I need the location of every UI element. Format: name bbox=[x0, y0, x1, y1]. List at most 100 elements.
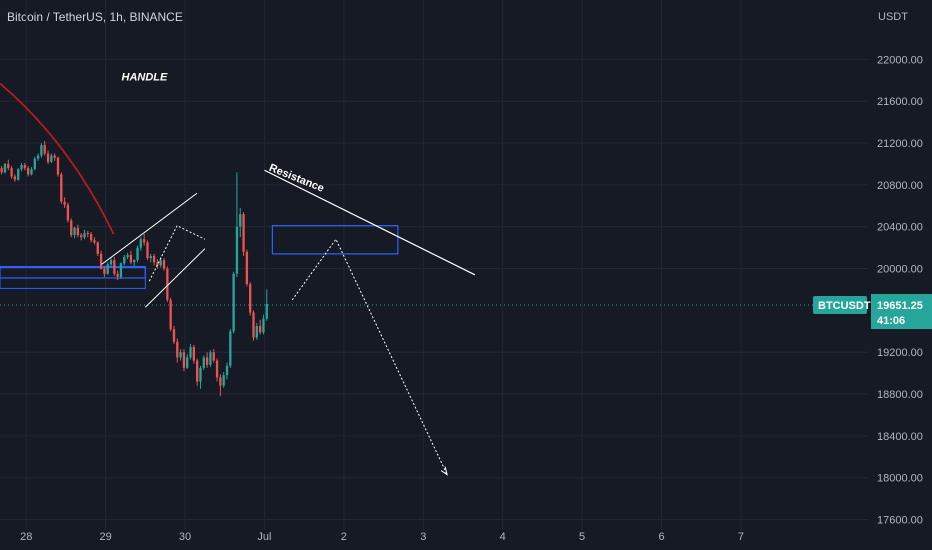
support-zone-outline bbox=[0, 265, 146, 289]
candle-body bbox=[123, 257, 126, 264]
support-zone bbox=[0, 266, 146, 279]
chart-title: Bitcoin / TetherUS, 1h, BINANCE bbox=[7, 10, 183, 24]
x-tick-label: 29 bbox=[99, 531, 111, 543]
candle-body bbox=[3, 163, 7, 173]
resistance-zone bbox=[271, 225, 399, 255]
candle-body bbox=[142, 239, 146, 243]
candle-body bbox=[33, 158, 36, 170]
x-tick-label: Jul bbox=[257, 531, 271, 543]
candle-body bbox=[56, 157, 60, 175]
candle-body bbox=[46, 153, 50, 162]
candle-body bbox=[23, 165, 27, 169]
candle-body bbox=[212, 352, 215, 361]
resistance-label: Resistance bbox=[267, 162, 325, 195]
candle-body bbox=[152, 255, 156, 263]
candle-body bbox=[192, 346, 196, 361]
candle-body bbox=[232, 273, 235, 332]
candle-body bbox=[96, 242, 99, 254]
symbol-tag-label: BTCUSDT bbox=[818, 300, 871, 312]
candle-body bbox=[20, 165, 23, 170]
candle-body bbox=[172, 329, 176, 342]
candle-body bbox=[40, 145, 43, 156]
x-tick-label: 2 bbox=[341, 531, 347, 543]
y-tick-label: 18800.00 bbox=[877, 389, 923, 401]
candle-body bbox=[252, 312, 255, 338]
candle-body bbox=[179, 352, 182, 358]
candle-body bbox=[10, 168, 13, 177]
candle-body bbox=[103, 268, 106, 274]
candle-body bbox=[7, 163, 10, 169]
candle-body bbox=[225, 365, 229, 376]
candle-body bbox=[146, 242, 149, 259]
candle-body bbox=[27, 168, 30, 175]
symbol-tag bbox=[813, 296, 867, 315]
candle-body bbox=[169, 299, 172, 330]
y-tick-label: 21600.00 bbox=[877, 96, 923, 108]
candle-body bbox=[116, 273, 119, 277]
candle-body bbox=[0, 168, 3, 173]
x-tick-label: 7 bbox=[738, 531, 744, 543]
candle-body bbox=[162, 260, 166, 269]
chart-drawings: HANDLE Resistance bbox=[0, 71, 868, 476]
x-tick-label: 5 bbox=[579, 531, 585, 543]
candle-body bbox=[245, 251, 249, 285]
flag-channel-bottom bbox=[144, 248, 206, 308]
candle-body bbox=[239, 214, 242, 227]
y-tick-label: 17600.00 bbox=[877, 515, 923, 527]
candle-body bbox=[258, 326, 262, 333]
candle-body bbox=[53, 155, 56, 158]
candle-body bbox=[63, 201, 66, 205]
candle-body bbox=[83, 232, 86, 238]
price-tags: BTCUSDT 19651.25 41:06 bbox=[813, 294, 932, 330]
candle-body bbox=[255, 326, 258, 338]
handle-label: HANDLE bbox=[122, 71, 168, 83]
candle-body bbox=[129, 254, 133, 263]
price-axis: USDT 22000.00 21600.00 21200.00 20800.00 2040… bbox=[877, 11, 923, 527]
candle-body bbox=[80, 235, 83, 238]
chart-overlays bbox=[0, 82, 399, 289]
candle-body bbox=[222, 375, 225, 386]
y-tick-label: 18400.00 bbox=[877, 431, 923, 443]
candle-body bbox=[219, 377, 222, 386]
candle-body bbox=[30, 169, 33, 175]
y-tick-label: 22000.00 bbox=[877, 54, 923, 66]
y-tick-label: 18000.00 bbox=[877, 473, 923, 485]
y-tick-label: 21200.00 bbox=[877, 138, 923, 150]
candle-body bbox=[106, 264, 109, 274]
x-tick-label: 6 bbox=[658, 531, 664, 543]
candle-body bbox=[136, 247, 139, 261]
candle-body bbox=[189, 346, 192, 358]
candle-body bbox=[60, 174, 63, 202]
resistance-trendline bbox=[264, 169, 476, 276]
flag-dotted-path bbox=[148, 224, 206, 282]
x-tick-label: 30 bbox=[179, 531, 191, 543]
candle-body bbox=[215, 360, 219, 378]
y-tick-label: 19200.00 bbox=[877, 347, 923, 359]
candle-body bbox=[70, 220, 73, 236]
candle-body bbox=[159, 260, 162, 266]
cup-curve bbox=[0, 82, 115, 235]
candle-body bbox=[93, 240, 96, 243]
candlestick-series bbox=[0, 140, 268, 397]
candle-body bbox=[113, 260, 116, 274]
chart-grid bbox=[0, 0, 868, 530]
candle-body bbox=[242, 214, 245, 252]
price-tag-countdown: 41:06 bbox=[877, 315, 905, 327]
candle-body bbox=[76, 227, 80, 236]
candle-body bbox=[176, 341, 179, 358]
candle-body bbox=[109, 260, 113, 265]
candle-body bbox=[89, 234, 93, 241]
y-tick-label: 20000.00 bbox=[877, 264, 923, 276]
candle-body bbox=[139, 239, 142, 248]
price-tag-value: 19651.25 bbox=[877, 300, 923, 312]
projection-path bbox=[291, 238, 448, 475]
candle-body bbox=[50, 155, 53, 162]
candle-body bbox=[199, 367, 202, 382]
candle-body bbox=[86, 232, 89, 235]
time-axis: 28 29 30 Jul 2 3 4 5 6 7 bbox=[20, 531, 744, 543]
candle-body bbox=[17, 169, 20, 180]
candle-body bbox=[133, 260, 136, 263]
candle-body bbox=[66, 204, 70, 221]
x-tick-label: 4 bbox=[500, 531, 506, 543]
